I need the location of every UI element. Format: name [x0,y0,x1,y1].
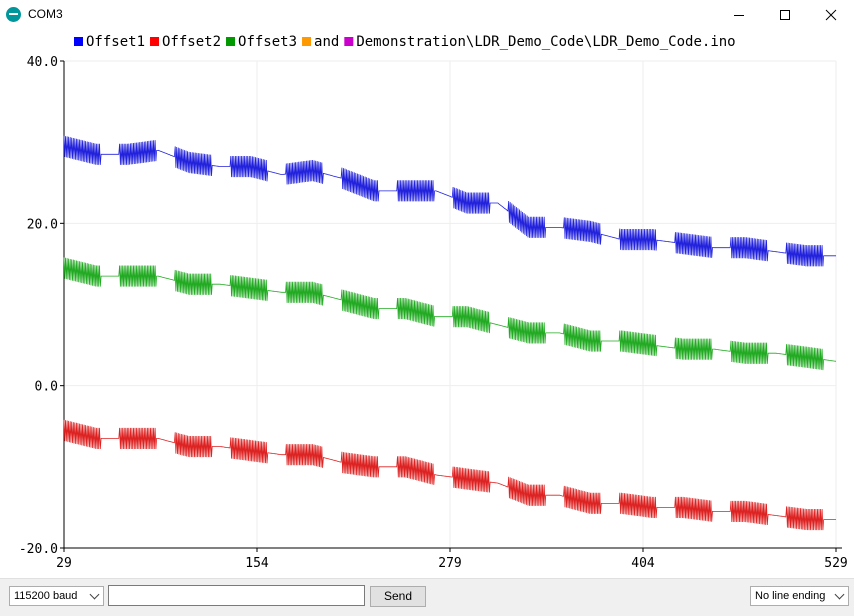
y-tick-label: 40.0 [27,55,58,70]
x-tick-label: 154 [245,556,269,571]
x-tick-label: 404 [631,556,655,571]
series-line-offset3 [63,257,837,371]
series-line-offset2 [63,419,836,531]
arduino-icon [6,7,21,22]
chevron-down-icon [89,589,100,600]
title-bar: COM3 [0,0,854,30]
legend-label: Offset2 [162,34,221,50]
line-ending-select[interactable]: No line ending [750,586,849,606]
baud-rate-value: 115200 baud [14,590,78,602]
legend-label: Offset1 [86,34,145,50]
series-lines [63,135,837,531]
y-tick-label: -20.0 [19,542,58,557]
minimize-button[interactable] [716,0,762,30]
maximize-button[interactable] [762,0,808,30]
legend-label: Offset3 [238,34,297,50]
legend-swatch [226,37,236,46]
legend-swatch [344,37,354,46]
window-title: COM3 [28,7,63,21]
axes: 40.0 20.0 0.0 -20.029 154 279 404 529 [19,55,848,571]
legend-swatch [302,37,312,46]
close-icon [825,9,837,21]
series-line-offset1 [63,135,836,267]
y-tick-label: 0.0 [35,380,58,395]
x-tick-label: 29 [56,556,72,571]
chevron-down-icon [834,589,845,600]
maximize-icon [780,10,790,20]
grid [63,60,837,549]
close-button[interactable] [808,0,854,30]
plot-canvas: 40.020.00.0-20.029 154 279 404 529 Offset1 Of… [19,34,848,571]
minimize-icon [734,15,744,16]
serial-plotter: 40.0 20.0 0.0 -20.0 29 154 279 404 529 Offset1 Of… [0,30,854,578]
legend-label: Demonstration\LDR_Demo_Code\LDR_Demo_Cod… [356,34,735,50]
send-button[interactable]: Send [370,586,426,607]
legend: Offset1 Offset2 Offset3 and Demonstration\LD… [74,34,736,50]
legend-label: and [314,34,339,50]
legend-swatch [74,37,83,46]
y-tick-label: 20.0 [27,217,58,232]
x-tick-label: 529 [824,556,847,571]
baud-rate-select[interactable]: 115200 baud [9,586,104,606]
serial-input[interactable] [108,585,365,606]
line-ending-value: No line ending [755,590,826,602]
x-tick-label: 279 [438,556,461,571]
legend-swatch [150,37,160,46]
